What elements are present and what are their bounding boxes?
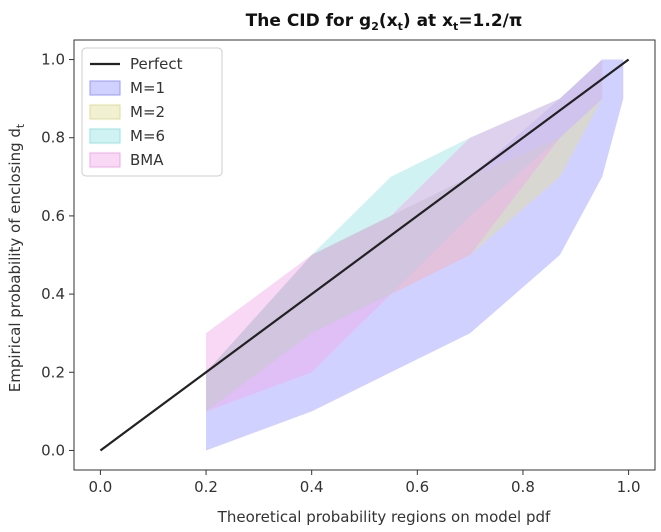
y-tick-label: 0.4: [41, 285, 65, 303]
legend-swatch-bma: [89, 152, 121, 168]
x-axis-label: Theoretical probability regions on model…: [217, 508, 551, 526]
x-tick-label: 0.2: [194, 478, 218, 496]
band-m-2: [206, 98, 603, 412]
band-m-6: [206, 59, 603, 412]
x-tick-label: 0.8: [511, 478, 535, 496]
x-tick-label: 0.0: [88, 478, 112, 496]
y-tick-label: 0.6: [41, 207, 65, 225]
y-axis-ticks: 0.0 0.2 0.4 0.6 0.8 1.0: [41, 51, 74, 459]
perfect-line: [99, 58, 630, 452]
legend: Perfect M=1 M=2 M=6 BMA: [81, 47, 223, 177]
legend-label-m-6: M=6: [130, 127, 165, 145]
y-tick-label: 0.2: [41, 363, 65, 381]
legend-label-bma: BMA: [130, 151, 164, 169]
y-tick-label: 0.0: [41, 441, 65, 459]
band-bma: [206, 59, 603, 412]
legend-swatch-m-2: [89, 104, 121, 120]
y-axis-label: Empirical probability of enclosing dt: [6, 123, 27, 392]
x-tick-label: 0.6: [405, 478, 429, 496]
y-tick-label: 0.8: [41, 129, 65, 147]
confidence-bands: [206, 59, 624, 451]
legend-label-m-2: M=2: [130, 103, 165, 121]
perfect-line-group: [99, 58, 630, 452]
legend-swatch-m-1: [89, 80, 121, 96]
x-axis-ticks: 0.0 0.2 0.4 0.6 0.8 1.0: [88, 470, 641, 496]
y-tick-label: 1.0: [41, 51, 65, 69]
plot-area-frame: [73, 39, 656, 471]
legend-label-m-1: M=1: [130, 79, 165, 97]
band-m-1: [206, 59, 624, 451]
legend-box: [81, 47, 223, 177]
legend-label-perfect: Perfect: [130, 55, 183, 73]
x-tick-label: 0.4: [300, 478, 324, 496]
x-tick-label: 1.0: [617, 478, 641, 496]
chart-title: The CID for g2(xt) at xt=1.2/π: [246, 11, 523, 33]
legend-swatch-m-6: [89, 128, 121, 144]
